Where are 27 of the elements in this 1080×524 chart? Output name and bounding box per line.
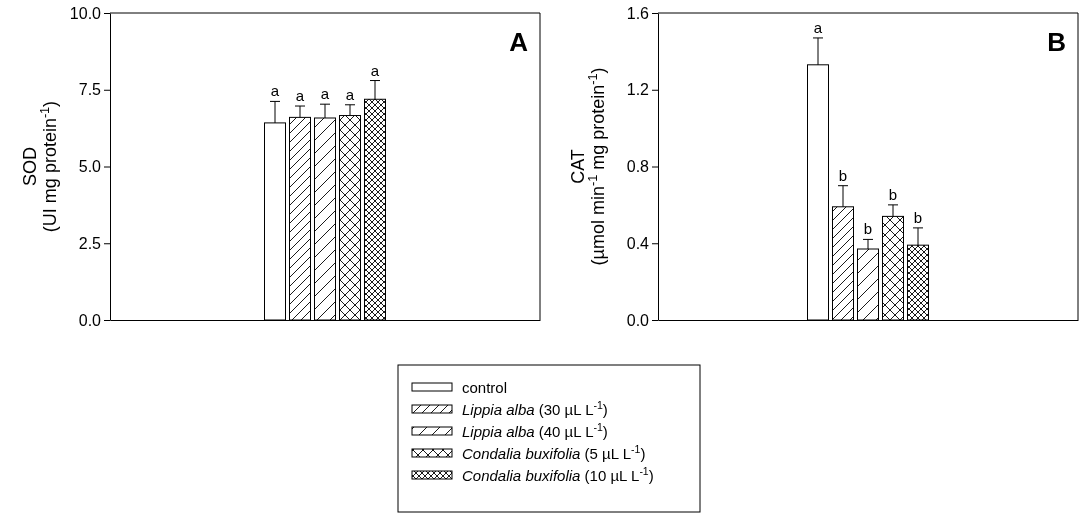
y-tick-label: 0.4: [626, 234, 650, 252]
data-label: a: [370, 61, 380, 79]
data-label: a: [320, 85, 330, 103]
data-label: a: [345, 85, 355, 103]
legend-label: Lippia alba (30 µL L$^{-1}$): [462, 399, 608, 418]
y-tick-label: 0.8: [626, 158, 650, 176]
y-tick-label: 2.5: [78, 234, 102, 252]
text: B: [1047, 27, 1066, 57]
legend-label: control: [462, 379, 508, 396]
legend-label: Lippia alba (40 µL L$^{-1}$): [462, 421, 608, 440]
y-tick-label: 0.0: [78, 311, 102, 329]
y-tick-label: 5.0: [78, 158, 102, 176]
y-tick-label: 1.2: [626, 81, 650, 99]
text: A: [509, 27, 529, 57]
data-label: a: [270, 82, 280, 100]
legend-label: Condalia buxifolia (10 µL L$^{-1}$): [462, 465, 654, 484]
y-tick-label: 7.5: [78, 81, 102, 99]
y-tick-label: 10.0: [69, 4, 102, 22]
y-tick-label: 0.0: [626, 311, 650, 329]
data-label: b: [838, 166, 848, 184]
data-label: b: [863, 220, 873, 238]
data-label: b: [888, 185, 898, 203]
y-tick-label: 1.6: [626, 4, 650, 22]
legend-label: Condalia buxifolia (5 µL L$^{-1}$): [462, 443, 646, 462]
data-label: a: [295, 87, 305, 105]
data-label: a: [813, 18, 823, 36]
data-label: b: [913, 208, 923, 226]
